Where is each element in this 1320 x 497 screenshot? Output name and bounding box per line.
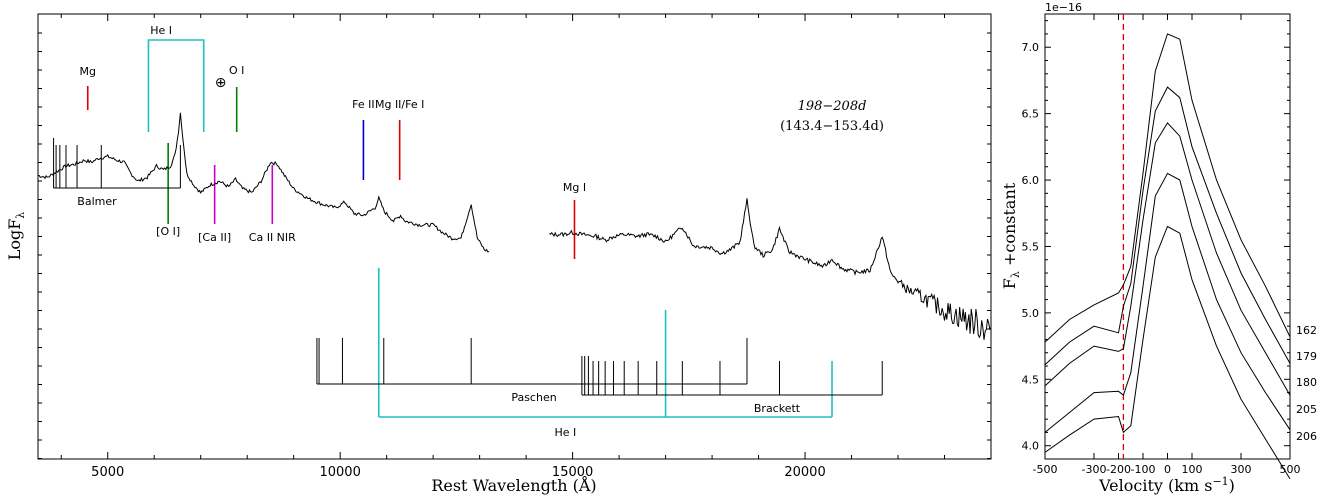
velocity-x-axis-label: Velocity (km s−1) bbox=[1098, 475, 1235, 495]
velocity-x-tick-label: -100 bbox=[1131, 463, 1156, 476]
optical-spectrum-line bbox=[38, 112, 490, 253]
velocity-profile-line bbox=[1044, 86, 1291, 366]
velocity-y-tick-label: 5.5 bbox=[1022, 240, 1040, 253]
nir-spectrum-line bbox=[549, 198, 992, 340]
line-id-label: Mg bbox=[79, 65, 95, 78]
line-id-label: Mg I bbox=[563, 181, 586, 194]
velocity-x-tick-label: -300 bbox=[1082, 463, 1107, 476]
line-id-label: Mg II/Fe I bbox=[375, 98, 424, 111]
velocity-x-tick-label: -500 bbox=[1033, 463, 1058, 476]
spectrum-axis-ticks: 5000 10000 15000 20000 bbox=[38, 14, 992, 480]
x-tick-label: 10000 bbox=[319, 465, 360, 480]
x-tick-label: 20000 bbox=[784, 465, 825, 480]
velocity-profile-line bbox=[1044, 33, 1291, 343]
velocity-y-tick-label: 7.0 bbox=[1022, 41, 1040, 54]
velocity-profile-line bbox=[1044, 225, 1291, 480]
velocity-profile-label: 206 bbox=[1296, 430, 1317, 443]
x-tick-label: 5000 bbox=[91, 465, 124, 480]
velocity-y-tick-label: 4.0 bbox=[1022, 440, 1040, 453]
velocity-profile-label: 179 bbox=[1296, 350, 1317, 363]
velocity-y-axis-label: Fλ +constant bbox=[1000, 182, 1022, 289]
line-id-label: [O I] bbox=[156, 225, 180, 238]
balmer-label: Balmer bbox=[77, 195, 117, 208]
velocity-y-tick-label: 5.0 bbox=[1022, 307, 1040, 320]
velocity-x-tick-label: 0 bbox=[1164, 463, 1171, 476]
velocity-y-tick-label: 6.5 bbox=[1022, 108, 1040, 121]
velocity-profile-line bbox=[1044, 122, 1291, 396]
x-axis-label: Rest Wavelength (Å) bbox=[431, 475, 596, 495]
telluric-label: ⊕ bbox=[215, 75, 227, 91]
y-axis-label: LogFλ bbox=[5, 212, 27, 261]
velocity-profile-label: 205 bbox=[1296, 403, 1317, 416]
velocity-y-tick-label: 6.0 bbox=[1022, 174, 1040, 187]
velocity-y-tick-label: 4.5 bbox=[1022, 373, 1040, 386]
velocity-panel: -500 -300 -200 -100 0 100 300 500 4.0 4.5 5.0 5.5 6.… bbox=[1000, 1, 1317, 495]
velocity-x-tick-label: -200 bbox=[1106, 463, 1131, 476]
spectrum-panel: 5000 10000 15000 20000 Mg ⊕O I Fe II Mg II/Fe … bbox=[5, 13, 992, 495]
x-tick-label: 15000 bbox=[552, 465, 593, 480]
velocity-profile-label: 162 bbox=[1296, 324, 1317, 337]
velocity-axis-ticks: -500 -300 -200 -100 0 100 300 500 4.0 4.5 5.0 5.5 6.… bbox=[1022, 14, 1301, 476]
y-exponent-label: 1e−16 bbox=[1045, 1, 1082, 14]
brackett-label: Brackett bbox=[754, 402, 801, 415]
velocity-x-tick-label: 300 bbox=[1231, 463, 1252, 476]
epoch-label: 198−208d bbox=[798, 99, 867, 114]
velocity-profiles: 162 179 180 205 206 bbox=[1044, 33, 1317, 480]
he-i-nir-label: He I bbox=[554, 426, 576, 439]
he-i-optical-bracket bbox=[147, 39, 205, 132]
velocity-plot-frame bbox=[1044, 13, 1291, 460]
paschen-label: Paschen bbox=[511, 391, 556, 404]
line-id-label: O I bbox=[229, 64, 244, 77]
velocity-profile-label: 180 bbox=[1296, 376, 1317, 389]
velocity-profile-line bbox=[1044, 172, 1291, 433]
line-id-label: Fe II bbox=[352, 98, 374, 111]
line-id-label: Ca II NIR bbox=[249, 231, 296, 244]
velocity-x-tick-label: 100 bbox=[1182, 463, 1203, 476]
epoch-label-rest: (143.4−153.4d) bbox=[780, 119, 884, 134]
he-i-optical-label: He I bbox=[150, 24, 172, 37]
velocity-x-tick-label: 500 bbox=[1280, 463, 1301, 476]
line-id-label: [Ca II] bbox=[198, 231, 231, 244]
spectrum-annotations: Mg ⊕O I Fe II Mg II/Fe I [O I] [Ca II] Ca II N… bbox=[53, 24, 883, 439]
